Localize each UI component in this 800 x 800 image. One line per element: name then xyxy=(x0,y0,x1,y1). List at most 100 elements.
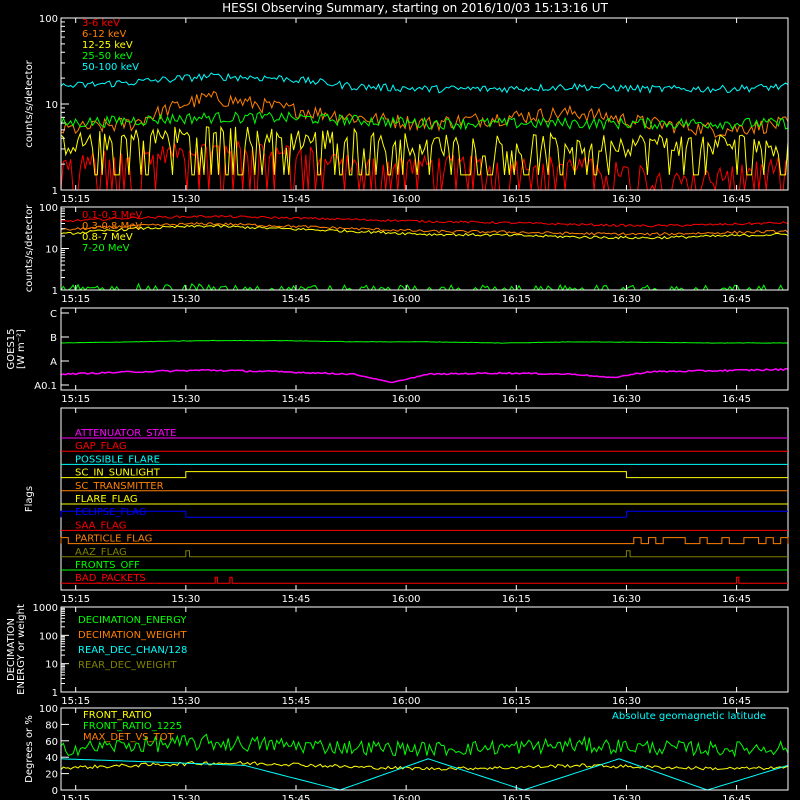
flags-xtick-label-4: 16:15 xyxy=(502,594,531,605)
hxr-series-1 xyxy=(60,90,789,138)
gamma-series-0 xyxy=(60,214,789,228)
decimation-xtick-label-2: 15:45 xyxy=(282,696,311,707)
goes-series-1 xyxy=(60,367,789,384)
decimation-xtick-label-1: 15:30 xyxy=(171,696,200,707)
gamma-legend-2: 0.8-7 MeV xyxy=(82,232,133,243)
ratio-ytick-label-0: 0 xyxy=(52,786,58,797)
panel-decimation: 15:15 15:30 15:45 16:00 16:15 16:30 16:45 1 10 10… xyxy=(6,603,789,707)
flag-label-3: SC_IN_SUNLIGHT xyxy=(75,468,161,479)
gamma-legend-1: 0.3-0.8 MeV xyxy=(82,221,142,232)
ratio-ytick-label-5: 100 xyxy=(39,704,58,715)
ratio-xtick-label-6: 16:45 xyxy=(722,794,751,800)
ratio-ytick-label-3: 60 xyxy=(45,737,58,748)
hxr-legend-4: 50-100 keV xyxy=(82,62,139,73)
flag-label-2: POSSIBLE_FLARE xyxy=(75,454,160,465)
goes-ytick-label-1: B xyxy=(50,333,57,344)
gamma-xtick-label-3: 16:00 xyxy=(392,294,421,305)
gamma-ytick-label-2: 100 xyxy=(39,203,58,214)
flag-line-aaz-flag xyxy=(61,550,788,558)
gamma-legend-3: 7-20 MeV xyxy=(82,243,130,254)
flag-label-10: FRONTS_OFF xyxy=(75,560,140,571)
hxr-legend-2: 12-25 keV xyxy=(82,40,133,51)
goes-xtick-label-0: 15:15 xyxy=(61,394,90,405)
goes-ytick-label-0: C xyxy=(50,309,57,320)
hxr-xtick-label-4: 16:15 xyxy=(502,194,531,205)
decimation-ylabel-1: ENERGY or weight xyxy=(16,604,27,695)
panel-ratio: 15:15 15:30 15:45 16:00 16:15 16:30 16:45 0 20 40… xyxy=(24,704,789,800)
gamma-ylabel-0: counts/s/detector xyxy=(24,204,35,292)
gamma-xtick-label-4: 16:15 xyxy=(502,294,531,305)
decimation-ytick-label-3: 1000 xyxy=(33,603,58,614)
decimation-ylabel-0: DECIMATION xyxy=(6,618,17,681)
ratio-series-1 xyxy=(60,733,789,758)
hxr-xtick-label-1: 15:30 xyxy=(171,194,200,205)
decimation-xtick-label-0: 15:15 xyxy=(61,696,90,707)
goes-frame xyxy=(60,307,789,391)
decimation-legend-1: DECIMATION_WEIGHT xyxy=(78,630,187,641)
decimation-legend-3: REAR_DEC_WEIGHT xyxy=(78,660,177,671)
hxr-series-4 xyxy=(60,72,789,95)
panel-goes: 15:15 15:30 15:45 16:00 16:15 16:30 16:45 C B A A0… xyxy=(6,307,789,405)
flags-xtick-label-3: 16:00 xyxy=(392,594,421,605)
ratio-xtick-label-3: 16:00 xyxy=(392,794,421,800)
figure-title: HESSI Observing Summary, starting on 201… xyxy=(222,1,608,15)
goes-ylabel-0: GOES15 xyxy=(6,328,17,369)
goes-xtick-label-3: 16:00 xyxy=(392,394,421,405)
ratio-ytick-label-2: 40 xyxy=(45,753,58,764)
goes-xtick-label-4: 16:15 xyxy=(502,394,531,405)
hxr-ytick-label-1: 10 xyxy=(45,100,58,111)
decimation-ytick-label-1: 10 xyxy=(45,660,58,671)
goes-xtick-label-6: 16:45 xyxy=(722,394,751,405)
flags-xtick-label-2: 15:45 xyxy=(282,594,311,605)
hxr-xtick-label-6: 16:45 xyxy=(722,194,751,205)
panel-hxr: 15:15 15:30 15:45 16:00 16:15 16:30 16:45 1 10 10… xyxy=(24,14,789,205)
decimation-ytick-label-2: 100 xyxy=(39,631,58,642)
decimation-xtick-label-4: 16:15 xyxy=(502,696,531,707)
ratio-xtick-label-0: 15:15 xyxy=(61,794,90,800)
flag-label-8: PARTICLE_FLAG xyxy=(75,534,152,545)
ratio-legend-1: FRONT_RATIO_1225 xyxy=(83,721,182,732)
gamma-series-1 xyxy=(60,221,789,237)
flag-label-9: AAZ_FLAG xyxy=(75,547,127,558)
flag-label-1: GAP_FLAG xyxy=(75,441,127,452)
gamma-xtick-label-2: 15:45 xyxy=(282,294,311,305)
panel-flags: 15:15 15:30 15:45 16:00 16:15 16:30 16:45 ATTEN… xyxy=(24,407,789,605)
ratio-series-3 xyxy=(60,758,789,791)
decimation-legend-2: REAR_DEC_CHAN/128 xyxy=(78,645,187,656)
ratio-ylabel-0: Degrees or % xyxy=(24,715,35,783)
flag-line-particle-flag xyxy=(60,537,789,545)
decimation-xtick-label-6: 16:45 xyxy=(722,696,751,707)
hxr-ylabel-0: counts/s/detector xyxy=(24,59,35,147)
hxr-xtick-label-3: 16:00 xyxy=(392,194,421,205)
gamma-xtick-label-6: 16:45 xyxy=(722,294,751,305)
goes-xtick-label-1: 15:30 xyxy=(171,394,200,405)
hxr-legend-1: 6-12 keV xyxy=(82,29,126,40)
flags-xtick-label-1: 15:30 xyxy=(171,594,200,605)
hxr-series-3 xyxy=(60,111,789,131)
flag-line-sc-in-sunlight xyxy=(61,471,788,479)
goes-xtick-label-2: 15:45 xyxy=(282,394,311,405)
flag-label-0: ATTENUATOR_STATE xyxy=(75,428,176,439)
gamma-legend-0: 0.1-0.3 MeV xyxy=(82,210,142,221)
ratio-xtick-label-2: 15:45 xyxy=(282,794,311,800)
flag-label-4: SC_TRANSMITTER xyxy=(75,481,164,492)
flag-line-eclipse-flag xyxy=(60,510,788,518)
hxr-series-2 xyxy=(60,125,789,176)
panels-layer: 15:15 15:30 15:45 16:00 16:15 16:30 16:45 1 10 10… xyxy=(6,14,789,800)
goes-series-0 xyxy=(60,339,789,344)
gamma-series-2 xyxy=(60,224,789,240)
flag-label-7: SAA_FLAG xyxy=(75,520,126,531)
goes-xtick-label-5: 16:30 xyxy=(612,394,641,405)
ratio-xtick-label-4: 16:15 xyxy=(502,794,531,800)
decimation-xtick-label-5: 16:30 xyxy=(612,696,641,707)
decimation-frame xyxy=(60,606,789,693)
gamma-xtick-label-5: 16:30 xyxy=(612,294,641,305)
gamma-ytick-label-0: 1 xyxy=(52,286,58,297)
flags-xtick-label-5: 16:30 xyxy=(612,594,641,605)
flag-line-bad-packets xyxy=(61,576,788,584)
goes-ylabel-1: [W m⁻²] xyxy=(16,329,27,369)
goes-ytick-label-2: A xyxy=(50,357,57,368)
hxr-ytick-label-2: 100 xyxy=(39,14,58,25)
ratio-frame xyxy=(60,707,789,791)
hxr-legend-3: 25-50 keV xyxy=(82,51,133,62)
